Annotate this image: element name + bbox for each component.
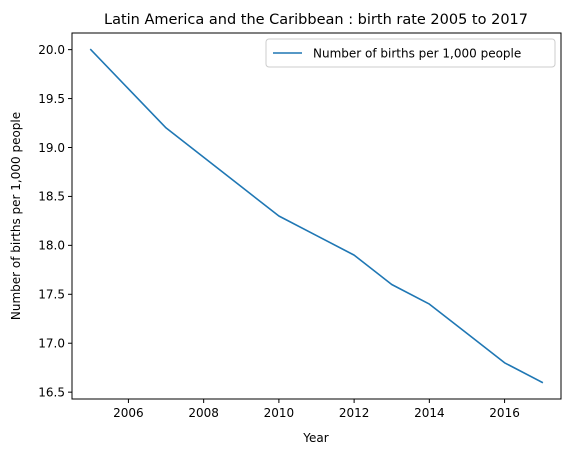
x-tick-label: 2008	[188, 406, 219, 420]
y-tick-label: 16.5	[38, 385, 65, 399]
legend-entry-label: Number of births per 1,000 people	[313, 47, 521, 61]
y-tick-label: 17.5	[38, 288, 65, 302]
series-line	[91, 50, 542, 383]
series-layer	[91, 50, 542, 383]
y-tick-label: 18.5	[38, 190, 65, 204]
x-axis-label: Year	[302, 431, 328, 445]
y-axis-label: Number of births per 1,000 people	[9, 112, 23, 320]
plot-area-frame	[72, 33, 561, 399]
x-tick-label: 2014	[414, 406, 445, 420]
x-axis: 2006 2008 2010 2012 2014 2016	[113, 399, 520, 420]
y-tick-label: 17.0	[38, 337, 65, 351]
y-tick-label: 19.0	[38, 141, 65, 155]
x-tick-label: 2010	[264, 406, 295, 420]
y-tick-label: 20.0	[38, 43, 65, 57]
x-tick-label: 2016	[489, 406, 520, 420]
legend: Number of births per 1,000 people	[266, 39, 555, 67]
y-tick-label: 19.5	[38, 92, 65, 106]
x-tick-label: 2006	[113, 406, 144, 420]
x-tick-label: 2012	[339, 406, 370, 420]
chart-title: Latin America and the Caribbean : birth …	[104, 12, 528, 28]
y-axis: 16.5 17.0 17.5 18.0 18.5 19.0 19.5 20.0	[38, 43, 72, 400]
y-tick-label: 18.0	[38, 239, 65, 253]
